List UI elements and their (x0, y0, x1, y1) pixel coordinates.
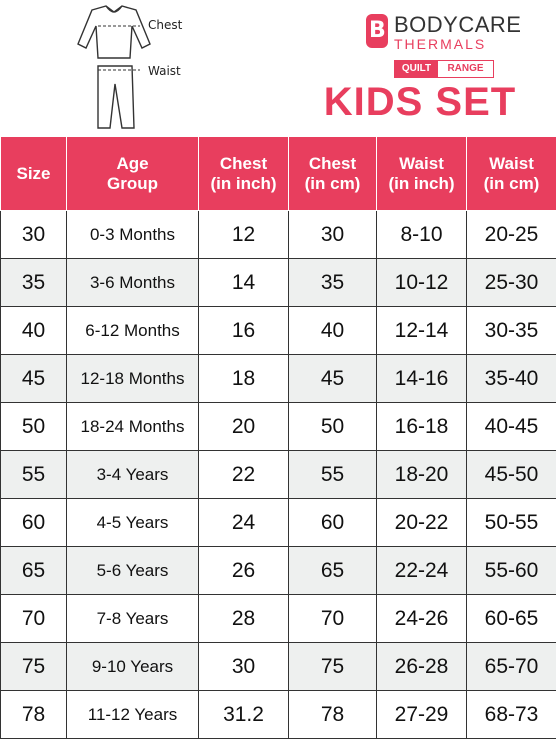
cell-chest-cm: 35 (288, 258, 377, 307)
cell-chest-inch: 22 (198, 450, 289, 499)
cell-chest-inch: 28 (198, 594, 289, 643)
header-waist-inch: Waist (in inch) (376, 136, 467, 211)
cell-age-group: 9-10 Years (66, 642, 199, 691)
cell-waist-inch: 10-12 (376, 258, 467, 307)
table-row: 65 5-6 Years 26 65 22-24 55-60 (0, 546, 556, 595)
page-title: KIDS SET (323, 80, 517, 124)
cell-chest-inch: 16 (198, 306, 289, 355)
cell-chest-inch: 14 (198, 258, 289, 307)
waist-label: Waist (148, 64, 181, 78)
cell-waist-cm: 20-25 (466, 210, 556, 259)
cell-waist-inch: 24-26 (376, 594, 467, 643)
cell-waist-cm: 25-30 (466, 258, 556, 307)
cell-chest-cm: 55 (288, 450, 377, 499)
cell-waist-inch: 18-20 (376, 450, 467, 499)
cell-size: 70 (0, 594, 67, 643)
cell-waist-cm: 35-40 (466, 354, 556, 403)
cell-size: 65 (0, 546, 67, 595)
table-row: 30 0-3 Months 12 30 8-10 20-25 (0, 210, 556, 259)
brand-logo: B BODYCARE THERMALS (366, 12, 536, 72)
cell-age-group: 7-8 Years (66, 594, 199, 643)
cell-waist-cm: 45-50 (466, 450, 556, 499)
cell-size: 40 (0, 306, 67, 355)
cell-chest-inch: 24 (198, 498, 289, 547)
cell-size: 30 (0, 210, 67, 259)
cell-chest-inch: 26 (198, 546, 289, 595)
table-row: 45 12-18 Months 18 45 14-16 35-40 (0, 354, 556, 403)
cell-waist-cm: 60-65 (466, 594, 556, 643)
cell-chest-inch: 18 (198, 354, 289, 403)
cell-waist-inch: 26-28 (376, 642, 467, 691)
header-size: Size (0, 136, 67, 211)
cell-chest-inch: 31.2 (198, 690, 289, 739)
cell-age-group: 6-12 Months (66, 306, 199, 355)
cell-age-group: 3-6 Months (66, 258, 199, 307)
cell-waist-inch: 16-18 (376, 402, 467, 451)
cell-waist-inch: 14-16 (376, 354, 467, 403)
cell-size: 55 (0, 450, 67, 499)
cell-chest-cm: 50 (288, 402, 377, 451)
cell-chest-cm: 45 (288, 354, 377, 403)
cell-age-group: 18-24 Months (66, 402, 199, 451)
garment-diagram: Chest Waist (70, 4, 220, 132)
table-row: 78 11-12 Years 31.2 78 27-29 68-73 (0, 690, 556, 739)
cell-age-group: 12-18 Months (66, 354, 199, 403)
cell-age-group: 0-3 Months (66, 210, 199, 259)
cell-size: 45 (0, 354, 67, 403)
cell-waist-cm: 65-70 (466, 642, 556, 691)
cell-size: 75 (0, 642, 67, 691)
cell-size: 35 (0, 258, 67, 307)
cell-chest-cm: 30 (288, 210, 377, 259)
header-chest-cm: Chest (in cm) (288, 136, 377, 211)
table-row: 75 9-10 Years 30 75 26-28 65-70 (0, 642, 556, 691)
cell-waist-inch: 22-24 (376, 546, 467, 595)
cell-waist-inch: 20-22 (376, 498, 467, 547)
cell-chest-inch: 30 (198, 642, 289, 691)
cell-age-group: 3-4 Years (66, 450, 199, 499)
chest-label: Chest (148, 18, 183, 32)
thermal-set-illustration (77, 5, 151, 129)
table-row: 70 7-8 Years 28 70 24-26 60-65 (0, 594, 556, 643)
table-row: 50 18-24 Months 20 50 16-18 40-45 (0, 402, 556, 451)
cell-waist-cm: 40-45 (466, 402, 556, 451)
cell-chest-cm: 70 (288, 594, 377, 643)
cell-waist-cm: 30-35 (466, 306, 556, 355)
cell-chest-inch: 12 (198, 210, 289, 259)
table-row: 35 3-6 Months 14 35 10-12 25-30 (0, 258, 556, 307)
cell-waist-inch: 8-10 (376, 210, 467, 259)
cell-size: 60 (0, 498, 67, 547)
cell-waist-inch: 12-14 (376, 306, 467, 355)
cell-chest-cm: 40 (288, 306, 377, 355)
header-waist-cm: Waist (in cm) (466, 136, 556, 211)
table-header-row: Size Age Group Chest (in inch) Chest (in cm) Wa… (0, 136, 556, 211)
cell-size: 50 (0, 402, 67, 451)
header-chest-inch: Chest (in inch) (198, 136, 289, 211)
cell-chest-cm: 65 (288, 546, 377, 595)
quilt-label: QUILT (395, 61, 438, 77)
table-body: 30 0-3 Months 12 30 8-10 20-25 35 3-6 Months 14 3… (0, 210, 556, 739)
brand-subtitle: THERMALS (394, 36, 487, 52)
cell-age-group: 5-6 Years (66, 546, 199, 595)
brand-name: BODYCARE (394, 12, 522, 37)
cell-chest-inch: 20 (198, 402, 289, 451)
cell-waist-cm: 55-60 (466, 546, 556, 595)
brand-mark-icon: B (366, 14, 388, 48)
cell-chest-cm: 75 (288, 642, 377, 691)
size-chart-table: Size Age Group Chest (in inch) Chest (in cm) Wa… (0, 136, 556, 739)
cell-waist-cm: 68-73 (466, 690, 556, 739)
table-row: 40 6-12 Months 16 40 12-14 30-35 (0, 306, 556, 355)
table-row: 55 3-4 Years 22 55 18-20 45-50 (0, 450, 556, 499)
cell-size: 78 (0, 690, 67, 739)
range-label: RANGE (447, 63, 484, 74)
cell-chest-cm: 78 (288, 690, 377, 739)
cell-age-group: 11-12 Years (66, 690, 199, 739)
header-age-group: Age Group (66, 136, 199, 211)
cell-waist-inch: 27-29 (376, 690, 467, 739)
quilt-range-badge: QUILT RANGE (394, 60, 494, 78)
cell-waist-cm: 50-55 (466, 498, 556, 547)
cell-chest-cm: 60 (288, 498, 377, 547)
table-row: 60 4-5 Years 24 60 20-22 50-55 (0, 498, 556, 547)
cell-age-group: 4-5 Years (66, 498, 199, 547)
header: Chest Waist B BODYCARE THERMALS QUILT RA… (0, 0, 556, 136)
